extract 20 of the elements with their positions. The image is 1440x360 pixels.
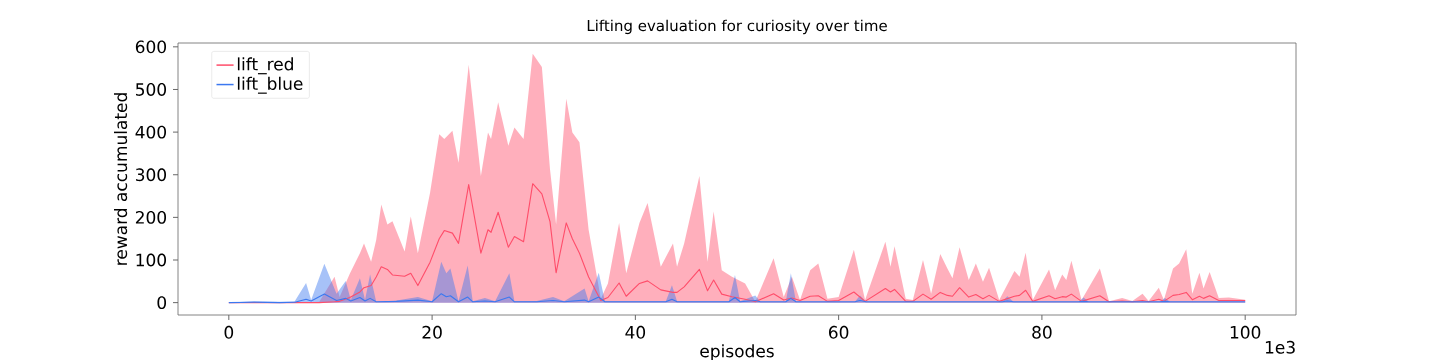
legend-label: lift_blue (237, 76, 303, 94)
x-tick-label: 100 (1230, 325, 1261, 339)
chart-title: Lifting evaluation for curiosity over time (587, 19, 887, 35)
x-tick-label: 80 (1032, 325, 1052, 339)
text: 1e3 (1265, 340, 1295, 354)
y-tick-label: 200 (135, 210, 167, 224)
y-axis-title: reward accumulated (114, 93, 128, 265)
line-series (228, 293, 1246, 304)
y-tick-label: 0 (157, 296, 167, 310)
x-tick-label: 20 (422, 325, 442, 339)
x-tick-label: 0 (224, 325, 234, 339)
y-tick-label: 100 (136, 253, 167, 267)
y-tick-label: 500 (136, 83, 167, 96)
x-axis-title: episodes (700, 344, 774, 360)
y-tick-label: 400 (135, 125, 167, 139)
x-tick-label: 40 (625, 325, 646, 339)
y-tick-label: 600 (135, 40, 167, 54)
legend-label: lift_red (237, 57, 293, 75)
x-tick-label: 60 (829, 325, 849, 339)
y-tick-label: 300 (136, 168, 167, 182)
